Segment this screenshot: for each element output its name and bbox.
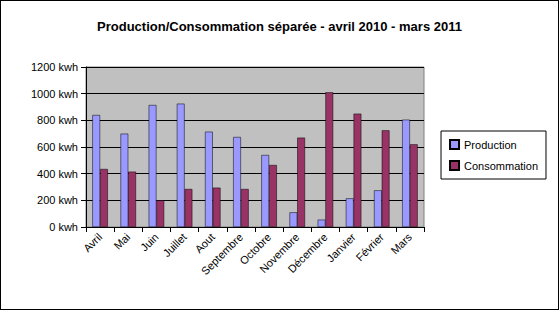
svg-text:Mars: Mars [388, 230, 414, 256]
svg-text:Production: Production [464, 139, 517, 151]
svg-text:Aout: Aout [193, 231, 217, 255]
svg-text:Septembre: Septembre [199, 231, 245, 277]
svg-text:400 kwh: 400 kwh [37, 168, 78, 180]
svg-text:Mai: Mai [111, 231, 132, 252]
svg-text:Production/Consommation séparé: Production/Consommation séparée - avril … [97, 19, 462, 34]
svg-text:1000 kwh: 1000 kwh [31, 88, 78, 100]
svg-text:800 kwh: 800 kwh [37, 114, 78, 126]
svg-text:Juin: Juin [138, 231, 161, 254]
svg-text:Février: Février [353, 231, 386, 264]
svg-text:200 kwh: 200 kwh [37, 194, 78, 206]
svg-text:Octobre: Octobre [237, 230, 274, 267]
svg-text:Novembre: Novembre [257, 230, 302, 276]
svg-text:Consommation: Consommation [464, 160, 538, 172]
svg-text:Avril: Avril [81, 231, 104, 254]
svg-text:Décembre: Décembre [285, 231, 329, 275]
svg-text:Juillet: Juillet [160, 231, 188, 259]
svg-text:0 kwh: 0 kwh [49, 221, 78, 233]
svg-text:1200 kwh: 1200 kwh [31, 61, 78, 73]
svg-text:600 kwh: 600 kwh [37, 141, 78, 153]
svg-text:Janvier: Janvier [324, 231, 358, 265]
